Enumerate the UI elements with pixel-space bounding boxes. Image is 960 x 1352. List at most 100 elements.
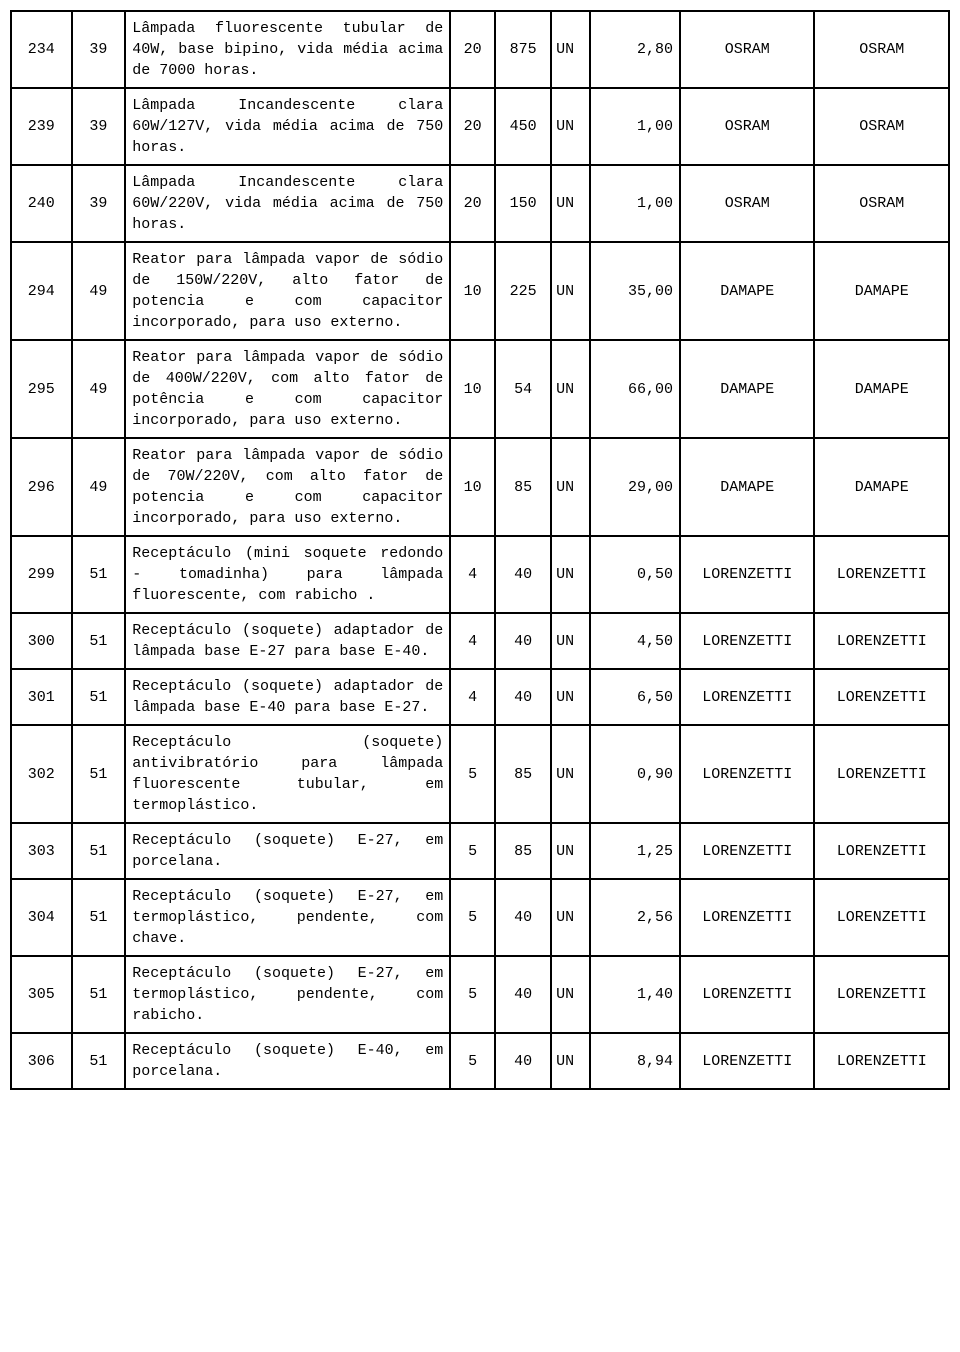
table-cell: 35,00 [590,242,680,340]
table-cell: 20 [450,165,495,242]
table-row: 24039Lâmpada Incandescente clara 60W/220… [11,165,949,242]
table-cell: 0,90 [590,725,680,823]
table-cell: 5 [450,1033,495,1089]
table-cell: DAMAPE [680,242,814,340]
table-cell: UN [551,536,590,613]
table-cell: 300 [11,613,72,669]
table-cell: 296 [11,438,72,536]
table-cell: 304 [11,879,72,956]
table-cell: 49 [72,438,126,536]
table-cell: 4 [450,613,495,669]
table-cell: 49 [72,242,126,340]
table-cell: 85 [495,438,551,536]
table-cell: 40 [495,669,551,725]
table-cell: 6,50 [590,669,680,725]
table-cell: 2,80 [590,11,680,88]
table-cell: LORENZETTI [814,613,949,669]
table-cell: LORENZETTI [680,1033,814,1089]
table-cell: 1,40 [590,956,680,1033]
table-cell: UN [551,88,590,165]
table-cell: 51 [72,613,126,669]
table-row: 29649Reator para lâmpada vapor de sódio … [11,438,949,536]
table-cell: OSRAM [680,88,814,165]
table-cell: Receptáculo (mini soquete redondo - toma… [125,536,450,613]
table-cell: LORENZETTI [814,669,949,725]
table-cell: LORENZETTI [680,823,814,879]
table-cell: 66,00 [590,340,680,438]
table-cell: 305 [11,956,72,1033]
table-cell: Lâmpada Incandescente clara 60W/220V, vi… [125,165,450,242]
table-cell: 234 [11,11,72,88]
table-cell: LORENZETTI [814,879,949,956]
table-cell: 4 [450,536,495,613]
table-cell: Receptáculo (soquete) E-40, em porcelana… [125,1033,450,1089]
table-cell: 225 [495,242,551,340]
table-cell: LORENZETTI [814,536,949,613]
table-cell: 10 [450,438,495,536]
table-cell: OSRAM [680,165,814,242]
table-cell: 51 [72,823,126,879]
table-cell: 29,00 [590,438,680,536]
table-cell: 295 [11,340,72,438]
table-cell: DAMAPE [814,242,949,340]
table-cell: 10 [450,340,495,438]
table-cell: Reator para lâmpada vapor de sódio de 15… [125,242,450,340]
table-cell: Lâmpada fluorescente tubular de 40W, bas… [125,11,450,88]
table-cell: UN [551,613,590,669]
table-cell: 49 [72,340,126,438]
table-cell: OSRAM [680,11,814,88]
table-cell: DAMAPE [680,340,814,438]
table-cell: 450 [495,88,551,165]
table-cell: 306 [11,1033,72,1089]
table-cell: 4,50 [590,613,680,669]
table-cell: 20 [450,11,495,88]
table-cell: 5 [450,725,495,823]
table-cell: 299 [11,536,72,613]
table-cell: 85 [495,823,551,879]
table-cell: 40 [495,536,551,613]
table-cell: 39 [72,11,126,88]
table-cell: 40 [495,879,551,956]
table-cell: 51 [72,725,126,823]
table-cell: 51 [72,1033,126,1089]
table-cell: LORENZETTI [814,956,949,1033]
table-row: 23439Lâmpada fluorescente tubular de 40W… [11,11,949,88]
table-cell: 51 [72,956,126,1033]
table-cell: DAMAPE [680,438,814,536]
table-cell: 85 [495,725,551,823]
table-cell: Receptáculo (soquete) adaptador de lâmpa… [125,613,450,669]
table-cell: UN [551,340,590,438]
table-row: 30251Receptáculo (soquete) antivibratóri… [11,725,949,823]
table-cell: Reator para lâmpada vapor de sódio de 70… [125,438,450,536]
table-cell: 1,00 [590,165,680,242]
table-cell: UN [551,1033,590,1089]
table-cell: UN [551,725,590,823]
table-cell: UN [551,879,590,956]
table-cell: 5 [450,823,495,879]
table-cell: 51 [72,879,126,956]
table-cell: Receptáculo (soquete) antivibratório par… [125,725,450,823]
products-table: 23439Lâmpada fluorescente tubular de 40W… [10,10,950,1090]
table-cell: UN [551,669,590,725]
table-cell: 5 [450,879,495,956]
table-cell: 1,25 [590,823,680,879]
table-cell: Receptáculo (soquete) adaptador de lâmpa… [125,669,450,725]
table-cell: UN [551,438,590,536]
table-cell: LORENZETTI [814,1033,949,1089]
table-row: 30351Receptáculo (soquete) E-27, em porc… [11,823,949,879]
table-cell: UN [551,165,590,242]
table-row: 29449Reator para lâmpada vapor de sódio … [11,242,949,340]
table-cell: 20 [450,88,495,165]
table-cell: DAMAPE [814,340,949,438]
table-cell: 150 [495,165,551,242]
table-cell: Receptáculo (soquete) E-27, em porcelana… [125,823,450,879]
table-cell: LORENZETTI [680,956,814,1033]
table-cell: 2,56 [590,879,680,956]
table-cell: 8,94 [590,1033,680,1089]
table-cell: 4 [450,669,495,725]
table-cell: Lâmpada Incandescente clara 60W/127V, vi… [125,88,450,165]
table-cell: 40 [495,956,551,1033]
table-cell: Receptáculo (soquete) E-27, em termoplás… [125,879,450,956]
table-cell: UN [551,11,590,88]
table-cell: 294 [11,242,72,340]
